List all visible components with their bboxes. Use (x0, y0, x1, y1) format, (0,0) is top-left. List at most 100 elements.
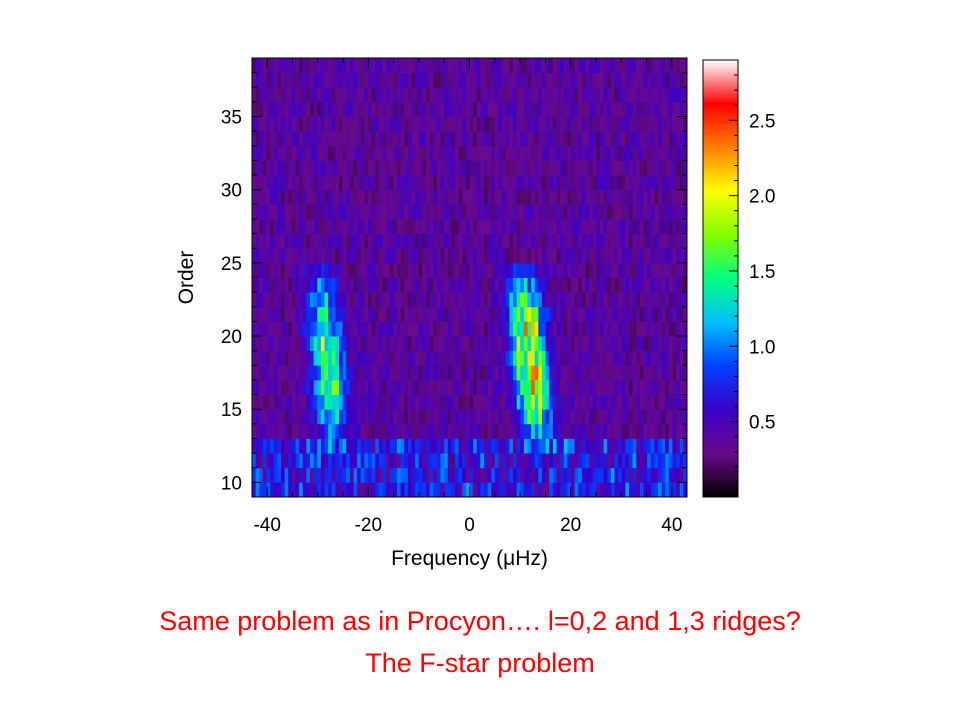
heatmap-cell (284, 350, 289, 366)
heatmap-cell (484, 233, 489, 249)
heatmap-cell (386, 409, 391, 425)
heatmap-cell (585, 453, 590, 469)
heatmap-cell (310, 175, 315, 191)
heatmap-cell (364, 145, 369, 161)
heatmap-cell (317, 101, 322, 117)
heatmap-cell (523, 145, 528, 161)
heatmap-cell (516, 394, 521, 410)
heatmap-cell (607, 423, 612, 439)
heatmap-cell (270, 175, 275, 191)
heatmap-cell (636, 262, 641, 278)
heatmap-cell (462, 394, 467, 410)
heatmap-cell (349, 482, 354, 498)
heatmap-cell (288, 101, 293, 117)
heatmap-cell (502, 87, 507, 103)
heatmap-cell (277, 306, 282, 322)
heatmap-cell (473, 336, 478, 352)
heatmap-cell (270, 262, 275, 278)
heatmap-cell (574, 58, 579, 74)
heatmap-cell (614, 233, 619, 249)
heatmap-cell (266, 306, 271, 322)
heatmap-cell (683, 175, 688, 191)
heatmap-cell (509, 292, 514, 308)
heatmap-cell (516, 423, 521, 439)
heatmap-cell (578, 423, 583, 439)
heatmap-cell (335, 248, 340, 264)
heatmap-cell (585, 160, 590, 176)
heatmap-cell (516, 482, 521, 498)
heatmap-cell (581, 453, 586, 469)
heatmap-cell (574, 145, 579, 161)
heatmap-cell (527, 175, 532, 191)
heatmap-cell (255, 306, 260, 322)
heatmap-cell (636, 58, 641, 74)
heatmap-cell (422, 233, 427, 249)
heatmap-cell (509, 160, 514, 176)
heatmap-cell (404, 321, 409, 337)
heatmap-cell (505, 306, 510, 322)
heatmap-cell (672, 262, 677, 278)
heatmap-cell (349, 365, 354, 381)
heatmap-cell (306, 394, 311, 410)
heatmap-cell (436, 204, 441, 220)
heatmap-cell (491, 365, 496, 381)
heatmap-cell (262, 87, 267, 103)
heatmap-cell (266, 218, 271, 234)
heatmap-cell (360, 365, 365, 381)
heatmap-cell (563, 482, 568, 498)
heatmap-cell (614, 160, 619, 176)
heatmap-cell (494, 160, 499, 176)
heatmap-cell (516, 189, 521, 205)
heatmap-cell (426, 116, 431, 132)
heatmap-cell (523, 394, 528, 410)
heatmap-cell (433, 467, 438, 483)
heatmap-cell (360, 482, 365, 498)
heatmap-cell (306, 467, 311, 483)
heatmap-cell (523, 482, 528, 498)
heatmap-cell (654, 116, 659, 132)
heatmap-cell (643, 394, 648, 410)
heatmap-cell (552, 72, 557, 88)
heatmap-cell (484, 145, 489, 161)
heatmap-cell (614, 218, 619, 234)
heatmap-cell (480, 233, 485, 249)
heatmap-cell (650, 423, 655, 439)
heatmap-cell (291, 87, 296, 103)
heatmap-cell (411, 175, 416, 191)
heatmap-cell (422, 145, 427, 161)
heatmap-cell (650, 482, 655, 498)
heatmap-cell (585, 277, 590, 293)
heatmap-cell (538, 467, 543, 483)
heatmap-cell (542, 160, 547, 176)
heatmap-cell (273, 350, 278, 366)
heatmap-cell (600, 453, 605, 469)
heatmap-cell (502, 160, 507, 176)
heatmap-cell (549, 248, 554, 264)
heatmap-cell (455, 72, 460, 88)
heatmap-cell (382, 116, 387, 132)
heatmap-cell (469, 306, 474, 322)
heatmap-cell (636, 482, 641, 498)
heatmap-cell (676, 321, 681, 337)
heatmap-cell (665, 189, 670, 205)
heatmap-cell (676, 423, 681, 439)
heatmap-cell (545, 467, 550, 483)
heatmap-cell (415, 292, 420, 308)
heatmap-cell (266, 394, 271, 410)
heatmap-cell (447, 482, 452, 498)
heatmap-cell (364, 175, 369, 191)
heatmap-cell (313, 262, 318, 278)
heatmap-cell (426, 365, 431, 381)
heatmap-cell (516, 350, 521, 366)
heatmap-cell (563, 87, 568, 103)
heatmap-cell (636, 145, 641, 161)
heatmap-cell (665, 277, 670, 293)
heatmap-cell (538, 131, 543, 147)
heatmap-cell (650, 204, 655, 220)
heatmap-cell (600, 101, 605, 117)
heatmap-cell (407, 72, 412, 88)
heatmap-cell (426, 306, 431, 322)
heatmap-cell (418, 160, 423, 176)
heatmap-cell (266, 467, 271, 483)
heatmap-cell (545, 204, 550, 220)
